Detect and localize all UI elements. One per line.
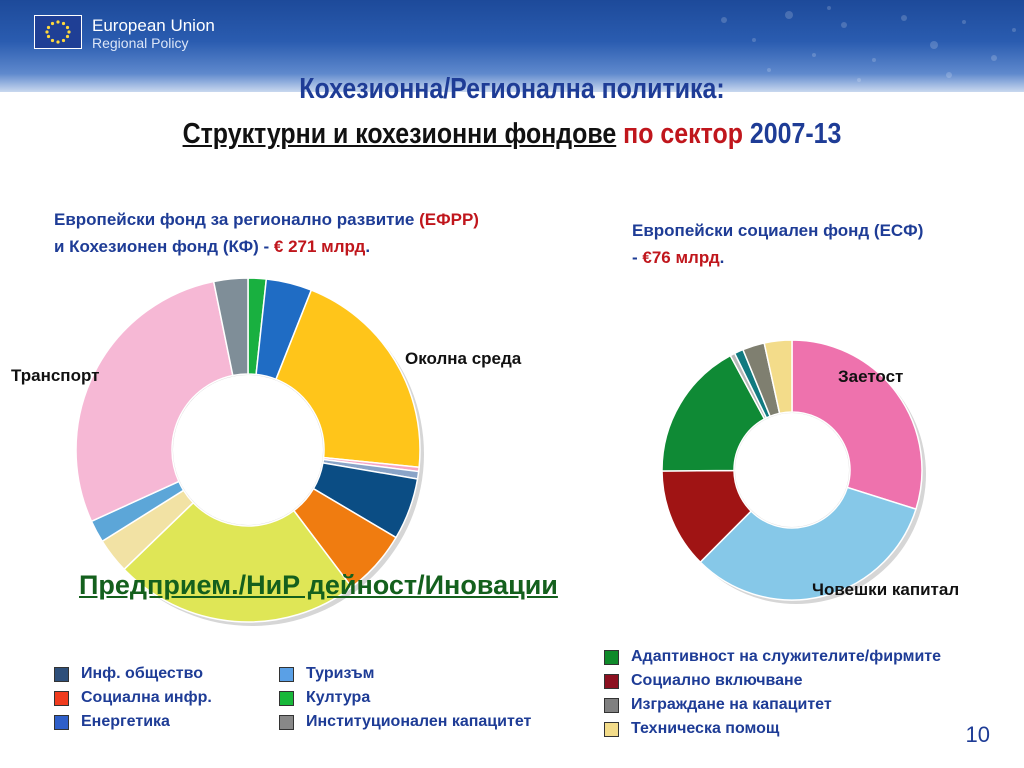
donut-hole-esf: [735, 413, 849, 527]
esf-period: .: [719, 248, 725, 267]
subtitle-part-sector: по сектор: [616, 118, 750, 150]
legend-item: Туризъм: [279, 662, 531, 686]
legend-item: Енергетика: [54, 710, 212, 734]
legend-left: Инф. общество Социална инфр. Енергетика: [54, 662, 212, 734]
legend-item: Техническа помощ: [604, 717, 941, 741]
label-environment: Околна среда: [405, 349, 522, 368]
page-number: 10: [965, 722, 990, 747]
legend-label: Енергетика: [81, 713, 170, 730]
esf-name: Европейски социален фонд (ЕСФ): [632, 221, 924, 240]
legend-item: Социална инфр.: [54, 686, 212, 710]
legend-swatch: [604, 673, 619, 689]
slide-title: Кохезионна/Регионална политика:: [299, 73, 725, 105]
legend-label: Социално включване: [631, 672, 803, 689]
donut-slice-erdf-cf-2: [275, 289, 421, 469]
legend-label: Техническа помощ: [631, 720, 780, 737]
header-banner: European Union Regional Policy: [0, 0, 1024, 92]
legend-label: Социална инфр.: [81, 689, 212, 706]
legend-swatch: [279, 714, 294, 730]
legend-swatch: [54, 666, 69, 682]
legend-right: Адаптивност на служителите/фирмите Социа…: [604, 645, 941, 741]
legend-item: Адаптивност на служителите/фирмите: [604, 645, 941, 669]
legend-middle: Туризъм Култура Институционален капаците…: [279, 662, 531, 734]
label-employment: Заетост: [838, 367, 904, 386]
legend-swatch: [604, 649, 619, 665]
label-human-capital: Човешки капитал: [812, 580, 960, 599]
legend-label: Адаптивност на служителите/фирмите: [631, 648, 942, 665]
erdf-abbr: (ЕФРР): [419, 210, 479, 229]
org-subtitle: Regional Policy: [92, 35, 189, 51]
legend-label: Култура: [306, 689, 371, 706]
donut-slice-erdf-cf-10: [75, 280, 234, 523]
donut-slice-erdf-cf-11: [212, 277, 249, 377]
legend-label: Изграждане на капацитет: [631, 696, 832, 713]
erdf-name: Европейски фонд за регионално развитие: [54, 210, 420, 229]
donut-slice-erdf-cf-7: [123, 501, 353, 623]
esf-amount: €76 млрд: [642, 248, 720, 267]
esf-dash: -: [632, 248, 643, 267]
legend-swatch: [279, 690, 294, 706]
donut-slice-esf-3: [661, 354, 766, 472]
banner-pattern: [721, 6, 1016, 82]
legend-item: Култура: [279, 686, 531, 710]
subtitle-part-funds: Структурни и кохезионни фондове: [182, 118, 617, 150]
legend-swatch: [604, 697, 619, 713]
cf-name: и Кохезионен фонд (КФ) -: [54, 237, 274, 256]
donut-slice-esf-0: [791, 339, 923, 511]
legend-item: Инф. общество: [54, 662, 212, 686]
subtitle-part-period: 2007-13: [749, 118, 842, 150]
slide-subtitle: Структурни и кохезионни фондове по секто…: [72, 118, 953, 151]
erdf-period: .: [365, 237, 371, 256]
donut-hole-erdf-cf: [173, 375, 323, 525]
label-transport: Транспорт: [11, 366, 100, 385]
left-chart-heading: Европейски фонд за регионално развитие (…: [54, 206, 479, 260]
legend-swatch: [54, 714, 69, 730]
org-title: European Union: [92, 16, 215, 35]
label-enterprise-rnd-innovation: Предприем./НиР дейност/Иновации: [79, 570, 558, 600]
legend-swatch: [279, 666, 294, 682]
legend-label: Институционален капацитет: [306, 713, 532, 730]
right-chart-heading: Европейски социален фонд (ЕСФ) - €76 млр…: [632, 217, 923, 271]
erdf-amount: € 271 млрд: [273, 237, 366, 256]
legend-swatch: [604, 721, 619, 737]
legend-label: Инф. общество: [81, 665, 204, 682]
legend-swatch: [54, 690, 69, 706]
donut-slice-esf-7: [763, 339, 793, 415]
eu-flag: [34, 15, 82, 49]
legend-item: Изграждане на капацитет: [604, 693, 941, 717]
donut-slice-esf-1: [699, 486, 917, 601]
legend-item: Социално включване: [604, 669, 941, 693]
legend-item: Институционален капацитет: [279, 710, 531, 734]
legend-label: Туризъм: [306, 665, 375, 682]
